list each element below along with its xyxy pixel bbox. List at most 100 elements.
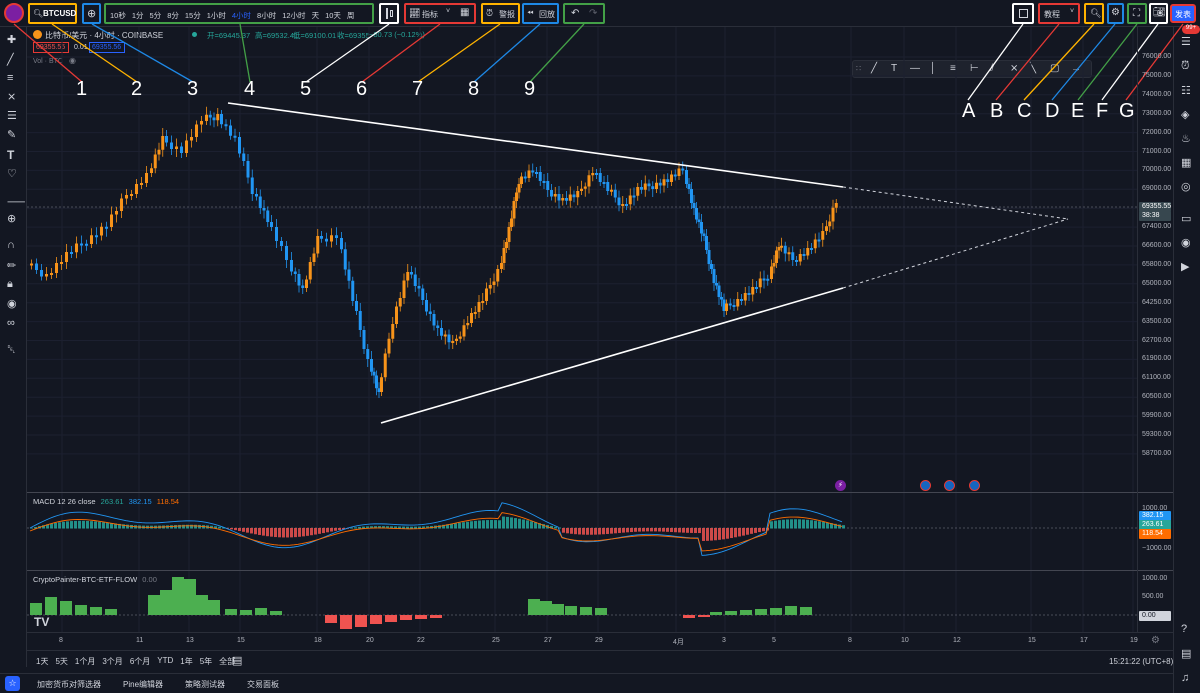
event-flag-icon[interactable] (969, 480, 980, 491)
settings-button[interactable]: ⚙ (1107, 3, 1124, 24)
zoom-in-icon[interactable]: ⊕ (7, 213, 17, 225)
notifications-icon[interactable]: ▤ (1181, 648, 1192, 660)
pencil-lock-icon[interactable]: ✏ (7, 260, 17, 272)
avatar[interactable] (4, 3, 24, 23)
interval-option[interactable]: 8分 (167, 11, 179, 20)
redo-icon[interactable]: ↷ (589, 8, 598, 19)
interval-option[interactable]: 8小时 (257, 11, 277, 20)
range-option[interactable]: 5年 (199, 657, 213, 666)
layout-button[interactable] (1012, 3, 1034, 24)
bell-icon[interactable]: ♫ (1181, 672, 1190, 684)
help-icon[interactable]: ? (1181, 623, 1188, 635)
snapshot-button[interactable]: 📷︎ (1149, 3, 1168, 24)
magnet-icon[interactable]: ∩ (7, 239, 15, 251)
interval-option[interactable]: 1分 (131, 11, 144, 20)
eye-icon[interactable]: ◉ (7, 298, 17, 310)
alerts-icon[interactable]: ⏰︎ (1181, 60, 1190, 72)
trendline-icon[interactable]: ╱ (7, 54, 14, 66)
tool-range-icon[interactable]: ⊢ (970, 63, 979, 74)
tool-text-icon[interactable]: T (891, 63, 898, 74)
tool-lines-icon[interactable]: ≡ (950, 63, 956, 74)
range-option[interactable]: 全部 (219, 657, 236, 666)
replay-button[interactable]: ⏪︎ 回放 (522, 3, 559, 24)
tutorial-button[interactable]: 教程 ˅ (1038, 3, 1080, 24)
panel-tab[interactable]: 加密货币对筛选器 (37, 680, 101, 689)
undo-icon[interactable]: ↶ (571, 8, 580, 19)
event-flag-icon[interactable] (920, 480, 931, 491)
buy-price-button[interactable]: 69355.56 (89, 42, 125, 53)
heart-icon[interactable]: ♡ (7, 168, 17, 180)
interval-option[interactable]: 1小时 (206, 11, 226, 20)
symbol-title[interactable]: 比特币/美元 · 4小时 · COINBASE (45, 31, 164, 40)
event-lightning-icon[interactable]: ⚡︎ (835, 480, 846, 491)
streams-icon[interactable]: ◉ (1181, 237, 1191, 249)
event-flag-icon[interactable] (944, 480, 955, 491)
play-icon[interactable]: ▶ (1181, 261, 1190, 273)
brush-icon[interactable]: ✎ (7, 129, 17, 141)
fib-icon[interactable]: ☰ (7, 110, 17, 122)
upper-trendline[interactable] (227, 102, 844, 188)
chart-type-button[interactable] (379, 3, 399, 24)
lower-trendline[interactable] (380, 287, 844, 424)
tool-ray-icon[interactable]: ╲ (1030, 63, 1037, 74)
tool-vline-icon[interactable]: │ (930, 63, 937, 74)
range-option[interactable]: 6个月 (129, 657, 151, 666)
macd-title[interactable]: MACD 12 26 close (33, 497, 96, 506)
interval-option[interactable]: 5分 (149, 11, 162, 20)
interval-option[interactable]: 4小时 (231, 11, 252, 20)
panel-tab[interactable]: 策略测试器 (185, 680, 226, 689)
date-range-icon[interactable]: ▤ (232, 655, 243, 667)
lock-icon[interactable]: 🔒︎ (7, 278, 13, 290)
hotlist-icon[interactable]: ♨ (1181, 133, 1191, 145)
sell-price-button[interactable]: 69355.55 (33, 42, 69, 53)
pane-divider[interactable] (27, 570, 1173, 571)
panel-tab[interactable]: 交易面板 (247, 680, 280, 689)
range-option[interactable]: 1年 (180, 657, 193, 666)
star-icon[interactable]: ☆ (5, 676, 20, 691)
alert-button[interactable]: ⏰︎ 警报 (481, 3, 520, 24)
drag-handle-icon[interactable]: ∷ (856, 64, 862, 73)
interval-option[interactable]: 天 (311, 11, 320, 20)
ruler-icon[interactable]: ⸺ (7, 196, 26, 208)
range-option[interactable]: 1天 (36, 657, 49, 666)
pattern-icon[interactable]: ⨯ (7, 91, 17, 103)
eye-icon[interactable]: ◉ (69, 56, 76, 65)
interval-option[interactable]: 10秒 (110, 11, 126, 20)
link-icon[interactable]: ∞ (7, 317, 15, 329)
tool-hline-icon[interactable]: — (910, 63, 920, 74)
publish-button[interactable]: 发表 (1170, 4, 1196, 23)
crosshair-icon[interactable]: ✚ (7, 34, 17, 46)
indicators-button[interactable]: 📈︎ 指标 ˅ ▦ (404, 3, 476, 24)
chat-icon[interactable]: ▭ (1181, 213, 1192, 225)
watchlist-icon[interactable]: ☰ (1181, 36, 1191, 48)
range-option[interactable]: 3个月 (102, 657, 123, 666)
tool-channel-icon[interactable]: ⫽ (990, 63, 995, 74)
layout-grid-icon[interactable]: ▦ (460, 7, 470, 18)
tool-arrow-icon[interactable]: → (1071, 63, 1081, 74)
etf-title[interactable]: CryptoPainter-BTC-ETF-FLOW (33, 575, 138, 584)
clock[interactable]: 15:21:22 (UTC+8) (1109, 657, 1174, 666)
text-icon[interactable]: T (7, 148, 15, 162)
tool-trend-icon[interactable]: ╱ (871, 63, 878, 74)
pane-divider[interactable] (27, 492, 1173, 493)
axis-settings-icon[interactable]: ⚙ (1151, 635, 1160, 646)
range-option[interactable]: YTD (157, 656, 174, 665)
tool-fork-icon[interactable]: ⨯ (1010, 63, 1019, 74)
range-option[interactable]: 5天 (55, 657, 68, 666)
tool-rect-icon[interactable]: ▢ (1050, 63, 1060, 74)
interval-option[interactable]: 15分 (184, 11, 201, 20)
horizontal-lines-icon[interactable]: ≡ (7, 72, 14, 84)
trash-icon[interactable]: ␡ (7, 344, 16, 356)
interval-option[interactable]: 10天 (325, 11, 341, 20)
layers-icon[interactable]: ◈ (1181, 109, 1190, 121)
data-window-icon[interactable]: ☷ (1181, 85, 1191, 97)
interval-option[interactable]: 周 (346, 11, 355, 20)
symbol-search[interactable]: 🔍︎ BTCUSD (28, 3, 77, 24)
panel-tab[interactable]: Pine编辑器 (123, 680, 164, 689)
range-option[interactable]: 1个月 (74, 657, 96, 666)
ideas-icon[interactable]: ◎ (1181, 181, 1191, 193)
fullscreen-button[interactable]: ⛶ (1127, 3, 1147, 24)
compare-button[interactable]: ⊕ (82, 3, 101, 24)
quick-search-button[interactable]: 🔍︎ (1084, 3, 1104, 24)
calendar-icon[interactable]: ▦ (1181, 157, 1192, 169)
